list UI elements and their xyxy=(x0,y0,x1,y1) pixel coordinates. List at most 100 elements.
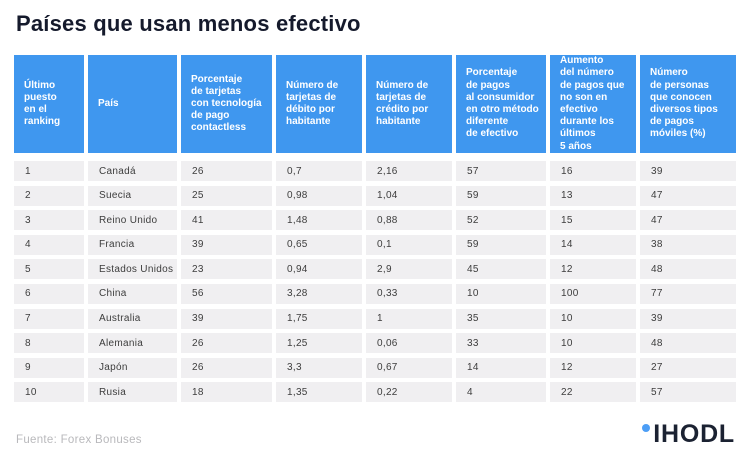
logo-wordmark: IHODL xyxy=(653,420,735,448)
table-cell: 2,16 xyxy=(366,161,452,181)
table-cell: Estados Unidos xyxy=(88,259,177,280)
table-cell: 14 xyxy=(456,357,546,378)
table-cell: 1,75 xyxy=(276,308,362,329)
table-cell: 9 xyxy=(14,357,84,378)
table-cell: 3 xyxy=(14,210,84,231)
table-cell: Australia xyxy=(88,308,177,329)
table-cell: 59 xyxy=(456,234,546,255)
header-cell: Porcentaje de tarjetas con tecnología de… xyxy=(181,55,272,153)
table-cell: Japón xyxy=(88,357,177,378)
table-row: 5 Estados Unidos 23 0,94 2,9 45 12 48 xyxy=(14,259,736,280)
table-cell: 0,22 xyxy=(366,382,452,403)
table-cell: 38 xyxy=(640,234,736,255)
table-cell: 0,1 xyxy=(366,234,452,255)
logo-dot-icon xyxy=(642,424,651,432)
table-cell: 2,9 xyxy=(366,259,452,280)
cashless-countries-table: Último puesto en el ranking País Porcentaj… xyxy=(14,55,736,403)
table-body: 1 Canadá 26 0,7 2,16 57 16 39 2 Suecia 25 0,98 1,04 5… xyxy=(14,161,736,403)
table-cell: 35 xyxy=(456,308,546,329)
header-cell: Último puesto en el ranking xyxy=(14,55,84,153)
table-cell: 39 xyxy=(181,234,272,255)
table-cell: 10 xyxy=(550,333,636,354)
table-row: 4 Francia 39 0,65 0,1 59 14 38 xyxy=(14,234,736,255)
table-cell: 77 xyxy=(640,283,736,304)
table-cell: China xyxy=(88,283,177,304)
table-cell: 14 xyxy=(550,234,636,255)
table-row: 7 Australia 39 1,75 1 35 10 39 xyxy=(14,308,736,329)
table-cell: 0,88 xyxy=(366,210,452,231)
table-cell: 10 xyxy=(14,382,84,403)
table-cell: 1,35 xyxy=(276,382,362,403)
table-cell: 0,98 xyxy=(276,185,362,206)
table-row: 10 Rusia 18 1,35 0,22 4 22 57 xyxy=(14,382,736,403)
table-cell: 0,65 xyxy=(276,234,362,255)
table-cell: 12 xyxy=(550,259,636,280)
table-cell: 1,04 xyxy=(366,185,452,206)
ihodl-logo: IHODL xyxy=(642,420,735,454)
table-cell: 4 xyxy=(456,382,546,403)
header-cell: País xyxy=(88,55,177,153)
table-cell: 39 xyxy=(640,308,736,329)
header-cell: Número de tarjetas de débito por habitan… xyxy=(276,55,362,153)
table-cell: 8 xyxy=(14,333,84,354)
table-cell: Francia xyxy=(88,234,177,255)
header-cell: Número de personas que conocen diversos … xyxy=(640,55,736,153)
table-cell: 39 xyxy=(640,161,736,181)
table-cell: 4 xyxy=(14,234,84,255)
table-cell: 0,06 xyxy=(366,333,452,354)
table-cell: 59 xyxy=(456,185,546,206)
table-cell: 48 xyxy=(640,333,736,354)
table-cell: 10 xyxy=(550,308,636,329)
table-row: 9 Japón 26 3,3 0,67 14 12 27 xyxy=(14,357,736,378)
table-cell: 0,7 xyxy=(276,161,362,181)
table-cell: 33 xyxy=(456,333,546,354)
table-cell: 13 xyxy=(550,185,636,206)
table-row: 6 China 56 3,28 0,33 10 100 77 xyxy=(14,283,736,304)
table-cell: 12 xyxy=(550,357,636,378)
header-cell: Porcentaje de pagos al consumidor en otr… xyxy=(456,55,546,153)
table-cell: 27 xyxy=(640,357,736,378)
table-cell: 45 xyxy=(456,259,546,280)
table-row: 3 Reino Unido 41 1,48 0,88 52 15 47 xyxy=(14,210,736,231)
table-cell: 56 xyxy=(181,283,272,304)
table-cell: 26 xyxy=(181,161,272,181)
table-cell: 47 xyxy=(640,185,736,206)
table-row: 1 Canadá 26 0,7 2,16 57 16 39 xyxy=(14,161,736,181)
table-cell: 6 xyxy=(14,283,84,304)
table-cell: 16 xyxy=(550,161,636,181)
table-cell: Alemania xyxy=(88,333,177,354)
table-cell: 5 xyxy=(14,259,84,280)
table-cell: 57 xyxy=(640,382,736,403)
table-cell: 57 xyxy=(456,161,546,181)
table-row: 8 Alemania 26 1,25 0,06 33 10 48 xyxy=(14,333,736,354)
table-cell: 10 xyxy=(456,283,546,304)
page-title: Países que usan menos efectivo xyxy=(16,11,361,36)
table-cell: Reino Unido xyxy=(88,210,177,231)
table-cell: 25 xyxy=(181,185,272,206)
table-cell: 7 xyxy=(14,308,84,329)
table-cell: 52 xyxy=(456,210,546,231)
header-cell: Aumento del número de pagos que no son e… xyxy=(550,55,636,153)
table-cell: 1 xyxy=(366,308,452,329)
table-cell: 26 xyxy=(181,357,272,378)
table-header-row: Último puesto en el ranking País Porcentaj… xyxy=(14,55,736,153)
table-cell: 41 xyxy=(181,210,272,231)
table-cell: 26 xyxy=(181,333,272,354)
table-cell: 1,25 xyxy=(276,333,362,354)
header-cell: Número de tarjetas de crédito por habita… xyxy=(366,55,452,153)
table-cell: 18 xyxy=(181,382,272,403)
table-cell: 47 xyxy=(640,210,736,231)
table-cell: 0,67 xyxy=(366,357,452,378)
table-cell: 48 xyxy=(640,259,736,280)
table-cell: 0,33 xyxy=(366,283,452,304)
table-cell: 3,28 xyxy=(276,283,362,304)
table-cell: Rusia xyxy=(88,382,177,403)
table-cell: 15 xyxy=(550,210,636,231)
table-cell: 39 xyxy=(181,308,272,329)
table-row: 2 Suecia 25 0,98 1,04 59 13 47 xyxy=(14,185,736,206)
table-cell: 1 xyxy=(14,161,84,181)
source-attribution: Fuente: Forex Bonuses xyxy=(16,434,142,446)
table-cell: 100 xyxy=(550,283,636,304)
table-cell: Canadá xyxy=(88,161,177,181)
